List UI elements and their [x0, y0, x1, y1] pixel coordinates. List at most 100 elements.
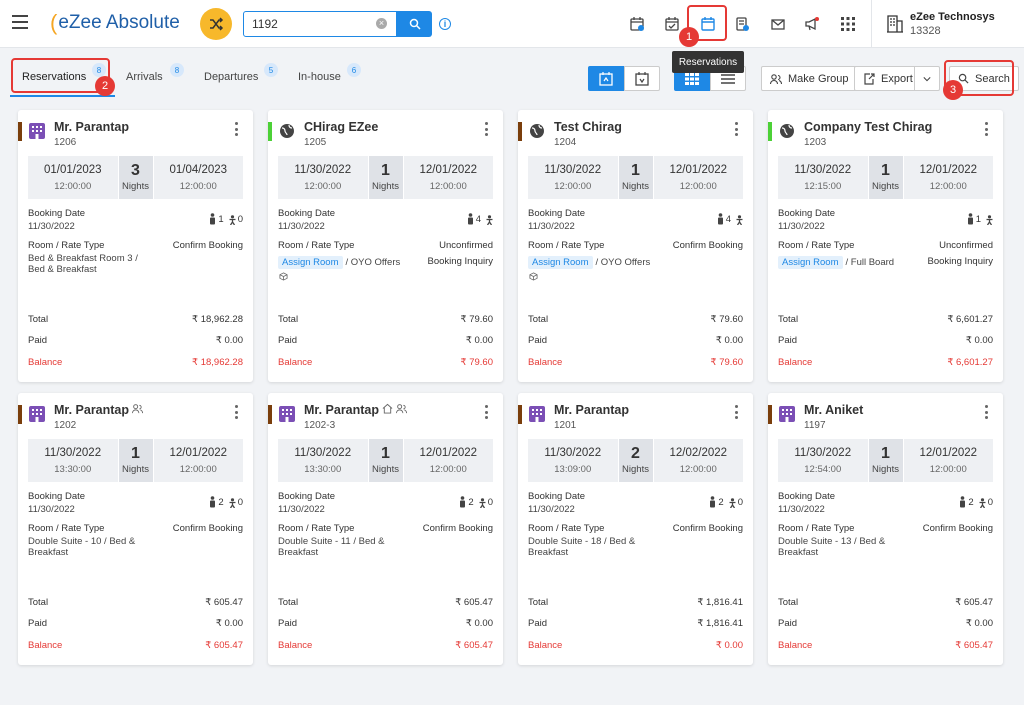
- adult-icon: [709, 496, 716, 508]
- guest-name-row: Mr. Parantap: [554, 403, 629, 417]
- stay-view-icon[interactable]: [661, 13, 683, 35]
- paid-amount: ₹ 1,816.41: [697, 618, 743, 629]
- company-switcher[interactable]: eZee Technosys 13328: [871, 0, 995, 48]
- reservation-card[interactable]: Mr. Aniket 1197 11/30/2022 12:54:00 1 Nights 1…: [768, 393, 1003, 665]
- more-options-icon[interactable]: [235, 405, 239, 419]
- reservation-number: 1197: [804, 420, 826, 431]
- checkout-time: 12:00:00: [179, 181, 217, 192]
- assign-room-link[interactable]: Assign Room: [278, 256, 343, 269]
- guest-name[interactable]: Test Chirag: [554, 120, 622, 134]
- chevron-down-icon: [923, 76, 931, 81]
- room-rate-label: Room / Rate Type: [28, 523, 105, 534]
- tab-arrivals[interactable]: Arrivals: [126, 71, 163, 83]
- balance-label: Balance: [28, 357, 63, 368]
- top-bar: (eZee Absolute × i eZee Technosys 13328: [0, 0, 1024, 48]
- reservation-card[interactable]: Mr. Parantap 1202 11/30/2022 13:30:00 1 Night…: [18, 393, 253, 665]
- clear-search-icon[interactable]: ×: [376, 18, 387, 29]
- booking-status: Confirm Booking: [172, 523, 243, 534]
- nights-box: 1 Nights: [117, 439, 154, 482]
- assign-room-link[interactable]: Assign Room: [778, 256, 843, 269]
- add-booking-icon[interactable]: [626, 13, 648, 35]
- paid-row: Paid ₹ 0.00: [28, 618, 243, 629]
- guest-name[interactable]: Mr. Parantap: [54, 403, 130, 417]
- guest-name[interactable]: CHirag EZee: [304, 120, 379, 134]
- guest-name[interactable]: Mr. Aniket: [804, 403, 864, 417]
- paid-label: Paid: [528, 335, 548, 346]
- reservation-card[interactable]: Test Chirag 1204 11/30/2022 12:00:00 1 Nights…: [518, 110, 753, 382]
- child-icon: [979, 498, 986, 508]
- status-strip: [768, 122, 772, 141]
- more-options-icon[interactable]: [985, 405, 989, 419]
- paid-label: Paid: [278, 618, 298, 629]
- booking-date-label: Booking Date: [778, 491, 836, 502]
- children-count: 0: [237, 214, 243, 225]
- export-button[interactable]: Export: [854, 66, 922, 91]
- announcement-icon[interactable]: [801, 13, 823, 35]
- more-options-icon[interactable]: [985, 122, 989, 136]
- mail-icon[interactable]: [767, 13, 789, 35]
- checkin-time: 13:30:00: [54, 464, 92, 475]
- paid-amount: ₹ 0.00: [965, 618, 993, 629]
- reservation-number: 1205: [304, 137, 327, 148]
- rate-type: Double Suite - 18 / Bed & Breakfast: [528, 536, 636, 558]
- group-icon: [396, 404, 408, 417]
- adult-icon: [209, 496, 216, 508]
- package-icon: [529, 272, 538, 281]
- guest-name[interactable]: Company Test Chirag: [804, 120, 933, 134]
- paid-row: Paid ₹ 1,816.41: [528, 618, 743, 629]
- booking-status: Unconfirmed: [439, 240, 493, 251]
- nights-count: 1: [881, 162, 890, 179]
- guest-name[interactable]: Mr. Parantap: [54, 120, 130, 134]
- search-submit-button[interactable]: [397, 11, 432, 37]
- adult-icon: [209, 213, 216, 225]
- make-group-button[interactable]: Make Group: [761, 66, 858, 91]
- nights-label: Nights: [872, 464, 899, 475]
- more-options-icon[interactable]: [485, 405, 489, 419]
- booking-date-label: Booking Date: [278, 491, 336, 502]
- reservation-card[interactable]: Mr. Parantap 1202-3 11/30/2022 13:30:00 1 Nig…: [268, 393, 503, 665]
- stay-dates: 11/30/2022 12:00:00 1 Nights 12/01/2022 12:00…: [278, 156, 493, 199]
- app-logo[interactable]: (eZee Absolute: [50, 10, 180, 35]
- reservation-card[interactable]: Mr. Parantap 1206 01/01/2023 12:00:00 3 Night…: [18, 110, 253, 382]
- reservation-card[interactable]: Mr. Parantap 1201 11/30/2022 13:09:00 2 Night…: [518, 393, 753, 665]
- tab-inhouse[interactable]: In-house: [298, 71, 341, 83]
- search-input[interactable]: [243, 11, 397, 37]
- total-row: Total ₹ 18,962.28: [28, 314, 243, 325]
- departure-view-button[interactable]: [624, 66, 660, 91]
- tab-arrivals-count: 8: [170, 63, 184, 77]
- more-options-icon[interactable]: [735, 122, 739, 136]
- total-label: Total: [28, 314, 49, 325]
- arrival-view-button[interactable]: [588, 66, 624, 91]
- status-strip: [268, 405, 272, 424]
- guest-name[interactable]: Mr. Parantap: [304, 403, 380, 417]
- booking-status: Confirm Booking: [172, 240, 243, 251]
- group-icon: [770, 73, 782, 84]
- app-name: eZee Absolute: [58, 12, 180, 33]
- more-options-icon[interactable]: [735, 405, 739, 419]
- balance-row: Balance ₹ 0.00: [528, 640, 743, 651]
- checkin-date: 11/30/2022: [544, 447, 602, 459]
- rate-plan: / OYO Offers: [595, 257, 651, 268]
- paid-label: Paid: [28, 335, 48, 346]
- total-amount: ₹ 605.47: [955, 597, 993, 608]
- checkout-box: 12/01/2022 12:00:00: [903, 156, 993, 199]
- export-dropdown-button[interactable]: [914, 66, 940, 91]
- info-icon[interactable]: i: [439, 18, 451, 30]
- apps-grid-icon[interactable]: [837, 13, 859, 35]
- assign-room-link[interactable]: Assign Room: [528, 256, 593, 269]
- more-options-icon[interactable]: [485, 122, 489, 136]
- reservation-number: 1203: [804, 137, 827, 148]
- tab-reservations[interactable]: Reservations: [22, 71, 87, 83]
- children-count: 0: [987, 497, 993, 508]
- billing-icon[interactable]: [731, 13, 753, 35]
- reservations-calendar-icon[interactable]: [697, 13, 719, 35]
- more-options-icon[interactable]: [235, 122, 239, 136]
- reservation-card[interactable]: Company Test Chirag 1203 11/30/2022 12:15:0…: [768, 110, 1003, 382]
- guest-name[interactable]: Mr. Parantap: [554, 403, 630, 417]
- menu-icon[interactable]: [12, 15, 28, 29]
- reservation-card[interactable]: CHirag EZee 1205 11/30/2022 12:00:00 1 Nights…: [268, 110, 503, 382]
- paid-label: Paid: [28, 618, 48, 629]
- booking-source: Booking Inquiry: [927, 256, 993, 267]
- tab-departures[interactable]: Departures: [204, 71, 259, 83]
- shuffle-button[interactable]: [200, 8, 232, 40]
